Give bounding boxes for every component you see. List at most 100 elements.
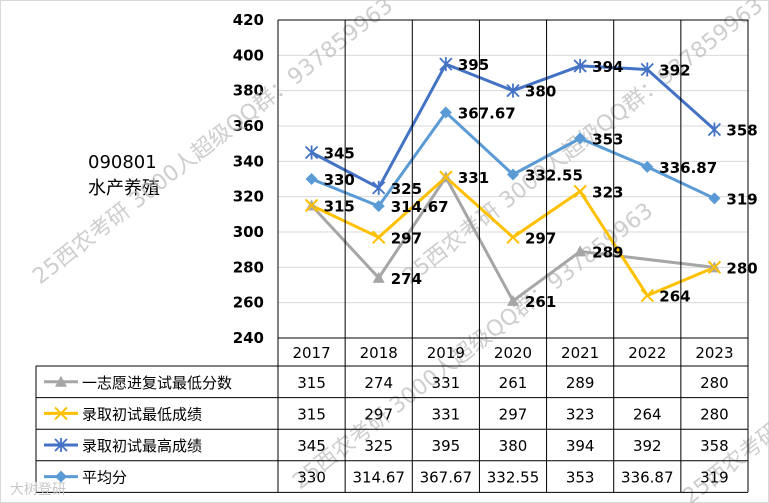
data-label: 315: [324, 198, 355, 216]
data-label: 367.67: [458, 104, 516, 122]
data-label: 353: [592, 130, 623, 148]
major-code: 090801: [88, 152, 157, 173]
data-point: [573, 184, 587, 199]
table-cell: 280: [700, 374, 729, 392]
legend-key-marker: [55, 470, 67, 483]
major-label: 090801 水产养殖: [88, 150, 238, 202]
table-cell: 289: [566, 374, 595, 392]
footer-watermark: 大树登研: [10, 482, 66, 498]
y-tick-label: 260: [233, 294, 264, 312]
data-label: 264: [659, 288, 690, 306]
data-label: 289: [592, 243, 623, 261]
data-label: 392: [659, 61, 690, 79]
data-point: [304, 198, 319, 213]
table-cell: 274: [364, 374, 393, 392]
x-tick-label: 2019: [427, 344, 465, 362]
y-tick-label: 280: [233, 258, 264, 276]
data-label: 274: [391, 270, 422, 288]
data-point: [372, 230, 386, 245]
y-tick-label: 420: [233, 11, 264, 29]
data-point: [305, 173, 318, 185]
data-point: [439, 170, 453, 184]
data-label: 261: [525, 293, 556, 311]
table-cell: 330: [297, 469, 326, 487]
data-point: [372, 180, 386, 195]
data-point: [708, 192, 721, 205]
x-tick-label: 2023: [695, 344, 733, 362]
legend-entry: 一志愿进复试最低分数: [82, 374, 232, 392]
y-tick-label: 360: [233, 117, 264, 135]
y-tick-label: 320: [233, 188, 264, 206]
table-cell: 331: [432, 374, 461, 392]
x-tick-label: 2020: [494, 344, 532, 362]
y-tick-label: 340: [233, 152, 264, 170]
data-label: 345: [324, 145, 355, 163]
data-label: 297: [525, 229, 556, 247]
table-cell: 315: [297, 405, 326, 423]
table-cell: 367.67: [420, 469, 473, 487]
data-label: 336.87: [659, 159, 717, 177]
table-cell: 331: [432, 405, 461, 423]
x-tick-label: 2022: [628, 344, 666, 362]
data-label: 330: [324, 171, 355, 189]
table-cell: 332.55: [487, 469, 540, 487]
watermarks: 25西农考研 3000人超级QQ群：937859963 25西农考研 3000人超…: [28, 0, 769, 503]
x-tick-label: 2021: [561, 344, 599, 362]
data-label: 332.55: [525, 166, 583, 184]
data-label: 323: [592, 183, 623, 201]
data-point: [574, 245, 587, 257]
table-cell: 392: [633, 437, 662, 455]
table-cell: 314.67: [352, 469, 405, 487]
data-point: [439, 57, 453, 72]
data-point: [372, 200, 385, 213]
y-tick-label: 300: [233, 223, 264, 241]
series-markers: [304, 57, 722, 306]
table-cell: 345: [297, 437, 326, 455]
y-tick-label: 400: [233, 46, 264, 64]
data-point: [507, 294, 519, 306]
data-point: [707, 122, 722, 137]
data-point: [707, 260, 722, 275]
table-cell: 297: [499, 405, 528, 423]
table-cell: 261: [499, 374, 528, 392]
data-label: 297: [391, 229, 422, 247]
data-label: 325: [391, 180, 422, 198]
table-cell: 353: [566, 469, 595, 487]
legend-entry: 录取初试最低成绩: [82, 405, 202, 423]
data-label: 319: [726, 190, 757, 208]
table-cell: 395: [432, 437, 461, 455]
y-tick-label: 240: [233, 329, 264, 347]
data-point: [304, 145, 319, 160]
table-cell: 280: [700, 405, 729, 423]
data-label: 331: [458, 169, 489, 187]
data-labels: 315 274 331 261 289 280 297 297 323 264 345 325 395 3…: [324, 56, 758, 311]
x-tick-label: 2018: [360, 344, 398, 362]
legend-key-marker: [54, 406, 68, 421]
x-tick-label: 2017: [292, 344, 330, 362]
table-cell: 319: [700, 469, 729, 487]
y-axis-ticks: 240 260 280 300 320 340 360 380 400 420: [233, 11, 264, 347]
data-label: 380: [525, 83, 556, 101]
legend-key-marker: [54, 438, 68, 452]
table-cell: 358: [700, 437, 729, 455]
data-table: 2017 2018 2019 2020 2021 2022 2023 一志愿进复试最低分数 31…: [35, 19, 749, 493]
data-point: [507, 168, 519, 181]
data-point: [640, 288, 654, 303]
data-point: [439, 106, 452, 119]
data-label: 394: [592, 58, 623, 76]
table-cell: 264: [633, 405, 662, 423]
data-point: [574, 132, 587, 145]
table-cell: 394: [566, 437, 595, 455]
y-tick-label: 380: [233, 82, 264, 100]
data-label: 314.67: [391, 198, 449, 216]
data-point: [573, 58, 587, 73]
data-label: 358: [726, 122, 757, 140]
table-cell: 315: [297, 374, 326, 392]
table-cell: 325: [364, 437, 393, 455]
table-cell: 297: [364, 405, 393, 423]
data-point: [506, 83, 520, 98]
data-label: 280: [726, 259, 757, 277]
data-point: [640, 62, 654, 77]
table-cell: 323: [566, 405, 595, 423]
legend-entry: 录取初试最高成绩: [82, 437, 202, 455]
